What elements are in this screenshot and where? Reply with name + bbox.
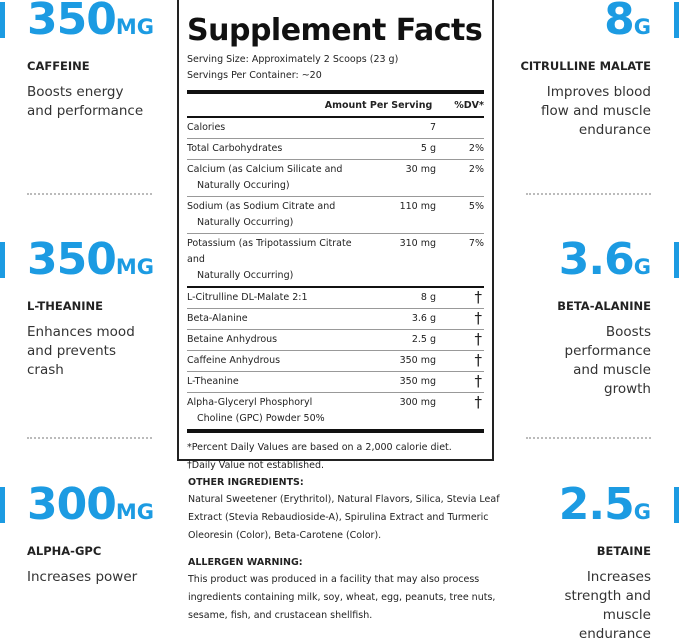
highlight-caffeine: 350MG CAFFEINE Boosts energy and perform… [27, 0, 177, 121]
nutrient-name: Potassium (as Tripotassium Citrate and Na… [187, 238, 352, 281]
highlight-amount: 3.6G [558, 234, 651, 285]
nutrient-name: L-Citrulline DL-Malate 2:1 [187, 292, 308, 303]
highlight-name: BETA-ALANINE [557, 299, 651, 313]
accent-bar [0, 2, 5, 38]
thick-rule [187, 90, 484, 94]
other-ingredients-heading: OTHER INGREDIENTS: [188, 477, 304, 488]
highlight-name: L-THEANINE [27, 299, 104, 313]
thick-rule [187, 429, 484, 433]
nutrient-dv: 7% [468, 238, 484, 249]
nutrient-dv: † [474, 309, 483, 327]
highlight-amount: 350MG [27, 0, 154, 45]
nutrient-name: L-Theanine [187, 376, 239, 387]
facts-row: Alpha-Glyceryl Phosphoryl Choline (GPC) P… [187, 393, 484, 429]
highlight-l-theanine: 350MG L-THEANINE Enhances mood and preve… [27, 234, 177, 380]
nutrient-dv: † [474, 372, 483, 390]
nutrient-dv: 5% [468, 201, 484, 212]
highlight-name: BETAINE [596, 544, 651, 558]
nutrient-name: Calcium (as Calcium Silicate and Naturall… [187, 164, 343, 191]
nutrient-name: Calories [187, 122, 226, 133]
nutrient-name: Betaine Anhydrous [187, 334, 278, 345]
facts-row: Total Carbohydrates 5 g 2% [187, 139, 484, 160]
highlight-amount: 2.5G [558, 479, 651, 530]
facts-row: Beta-Alanine 3.6 g † [187, 309, 484, 330]
highlight-beta-alanine: 3.6G BETA-ALANINE Boosts performance and… [501, 234, 651, 399]
accent-bar [674, 487, 679, 523]
nutrient-name: Sodium (as Sodium Citrate and Naturally O… [187, 201, 336, 228]
footnote-dagger: †Daily Value not established. [187, 460, 325, 471]
allergen-heading: ALLERGEN WARNING: [188, 557, 303, 568]
divider [27, 193, 152, 195]
facts-rows: Calories 7 Total Carbohydrates 5 g 2% Calcium… [187, 118, 484, 429]
facts-title: Supplement Facts [187, 13, 483, 48]
footnote-dv: *Percent Daily Values are based on a 2,0… [187, 442, 452, 453]
highlight-description: Improves blood flow and muscle endurance [540, 84, 651, 138]
highlight-name: CAFFEINE [27, 59, 90, 73]
facts-row: Calories 7 [187, 118, 484, 139]
divider [526, 193, 651, 195]
accent-bar [674, 2, 679, 38]
facts-header: Amount Per Serving %DV* [187, 94, 484, 118]
header-dv: %DV* [454, 99, 484, 111]
supplement-facts-panel: Supplement Facts Serving Size: Approxima… [177, 0, 494, 471]
nutrient-name: Alpha-Glyceryl Phosphoryl Choline (GPC) P… [187, 397, 325, 424]
nutrient-amount: 350 mg [399, 376, 436, 387]
nutrient-name: Beta-Alanine [187, 313, 248, 324]
serving-size: Serving Size: Approximately 2 Scoops (23… [187, 54, 399, 65]
nutrient-amount: 310 mg [399, 238, 436, 249]
nutrient-amount: 30 mg [405, 164, 436, 175]
highlight-citrulline-malate: 8G CITRULLINE MALATE Improves blood flow… [501, 0, 651, 140]
nutrient-amount: 300 mg [399, 397, 436, 408]
accent-bar [0, 487, 5, 523]
nutrient-dv: † [474, 351, 483, 369]
nutrient-amount: 3.6 g [411, 313, 436, 324]
accent-bar [674, 242, 679, 278]
facts-row: Calcium (as Calcium Silicate and Naturall… [187, 160, 484, 197]
header-amount: Amount Per Serving [324, 99, 433, 111]
highlight-amount: 350MG [27, 234, 154, 285]
highlight-name: CITRULLINE MALATE [520, 59, 651, 73]
nutrient-amount: 2.5 g [411, 334, 436, 345]
highlight-description: Increases strength and muscle endurance [564, 569, 651, 642]
divider [27, 437, 152, 439]
highlight-alpha-gpc: 300MG ALPHA-GPC Increases power [27, 479, 177, 587]
nutrient-amount: 110 mg [399, 201, 436, 212]
facts-row: L-Theanine 350 mg † [187, 372, 484, 393]
other-ingredients-text: Natural Sweetener (Erythritol), Natural … [188, 494, 500, 541]
nutrient-dv: † [474, 393, 483, 411]
nutrient-amount: 5 g [420, 143, 436, 154]
facts-row: Betaine Anhydrous 2.5 g † [187, 330, 484, 351]
accent-bar [0, 242, 5, 278]
allergen-text: This product was produced in a facility … [188, 574, 496, 621]
nutrient-amount: 350 mg [399, 355, 436, 366]
nutrient-dv: 2% [468, 143, 484, 154]
facts-row: L-Citrulline DL-Malate 2:1 8 g † [187, 288, 484, 309]
facts-row: Caffeine Anhydrous 350 mg † [187, 351, 484, 372]
facts-row: Sodium (as Sodium Citrate and Naturally O… [187, 197, 484, 234]
nutrient-dv: † [474, 288, 483, 306]
other-ingredients: OTHER INGREDIENTS: Natural Sweetener (Er… [188, 475, 508, 625]
servings-per-container: Servings Per Container: ~20 [187, 70, 322, 81]
highlight-description: Boosts energy and performance [27, 84, 144, 119]
nutrient-dv: 2% [468, 164, 484, 175]
nutrient-name: Total Carbohydrates [187, 143, 283, 154]
highlight-description: Boosts performance and muscle growth [564, 324, 651, 397]
nutrient-dv [436, 120, 484, 136]
highlight-amount: 8G [604, 0, 651, 45]
highlight-betaine: 2.5G BETAINE Increases strength and musc… [501, 479, 651, 644]
highlight-amount: 300MG [27, 479, 154, 530]
highlight-description: Increases power [27, 569, 138, 585]
nutrient-amount: 7 [429, 122, 436, 133]
facts-row: Potassium (as Tripotassium Citrate and Na… [187, 234, 484, 288]
nutrient-amount: 8 g [420, 292, 436, 303]
nutrient-dv: † [474, 330, 483, 348]
divider [526, 437, 651, 439]
highlight-description: Enhances mood and prevents crash [27, 324, 135, 378]
nutrient-name: Caffeine Anhydrous [187, 355, 281, 366]
highlight-name: ALPHA-GPC [27, 544, 102, 558]
